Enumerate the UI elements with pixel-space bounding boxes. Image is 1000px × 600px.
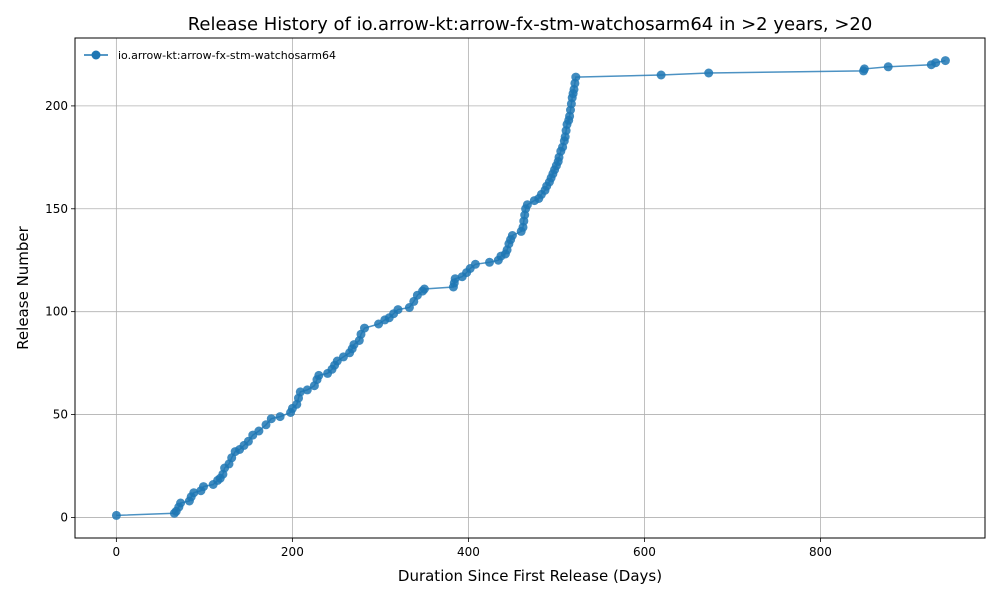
axis-ticks: 0 200 400 600 800 0 50 100 150 200	[45, 99, 832, 559]
data-point	[450, 274, 460, 284]
data-point	[176, 498, 186, 508]
x-tick-label: 200	[281, 545, 304, 559]
data-point	[199, 482, 208, 492]
legend: io.arrow-kt:arrow-fx-stm-watchosarm64	[84, 49, 336, 62]
data-point	[111, 510, 121, 520]
data-point	[656, 70, 666, 80]
data-point	[275, 412, 285, 422]
data-point	[419, 284, 429, 294]
data-point	[485, 257, 494, 267]
data-point	[314, 370, 324, 380]
series-group	[111, 56, 950, 520]
data-point	[704, 68, 714, 78]
data-point	[360, 323, 369, 333]
x-axis-label: Duration Since First Release (Days)	[398, 567, 662, 585]
data-point	[302, 385, 312, 395]
data-point	[507, 231, 517, 240]
data-point	[522, 200, 532, 210]
legend-label: io.arrow-kt:arrow-fx-stm-watchosarm64	[118, 49, 336, 62]
x-tick-label: 400	[457, 545, 480, 559]
data-point	[883, 62, 893, 72]
y-tick-label: 0	[60, 510, 68, 524]
plot-frame	[74, 37, 986, 539]
data-point	[295, 387, 305, 397]
y-axis-label: Release Number	[14, 225, 32, 349]
x-tick-label: 800	[809, 545, 832, 559]
x-tick-label: 600	[633, 545, 656, 559]
y-tick-label: 200	[45, 99, 68, 113]
legend-marker	[91, 50, 101, 60]
x-tick-label: 0	[113, 545, 121, 559]
data-point	[254, 426, 264, 436]
grid-lines	[75, 38, 985, 538]
data-point	[393, 305, 403, 315]
y-tick-label: 50	[53, 408, 68, 422]
y-tick-label: 100	[45, 305, 68, 319]
data-point	[940, 56, 950, 66]
data-point	[261, 420, 271, 430]
data-point	[266, 414, 276, 424]
data-point	[931, 58, 941, 68]
data-point	[571, 72, 581, 82]
data-point	[470, 259, 480, 269]
y-tick-label: 150	[45, 202, 68, 216]
chart-title: Release History of io.arrow-kt:arrow-fx-…	[188, 14, 873, 35]
data-point	[189, 488, 199, 498]
data-point	[859, 64, 869, 74]
